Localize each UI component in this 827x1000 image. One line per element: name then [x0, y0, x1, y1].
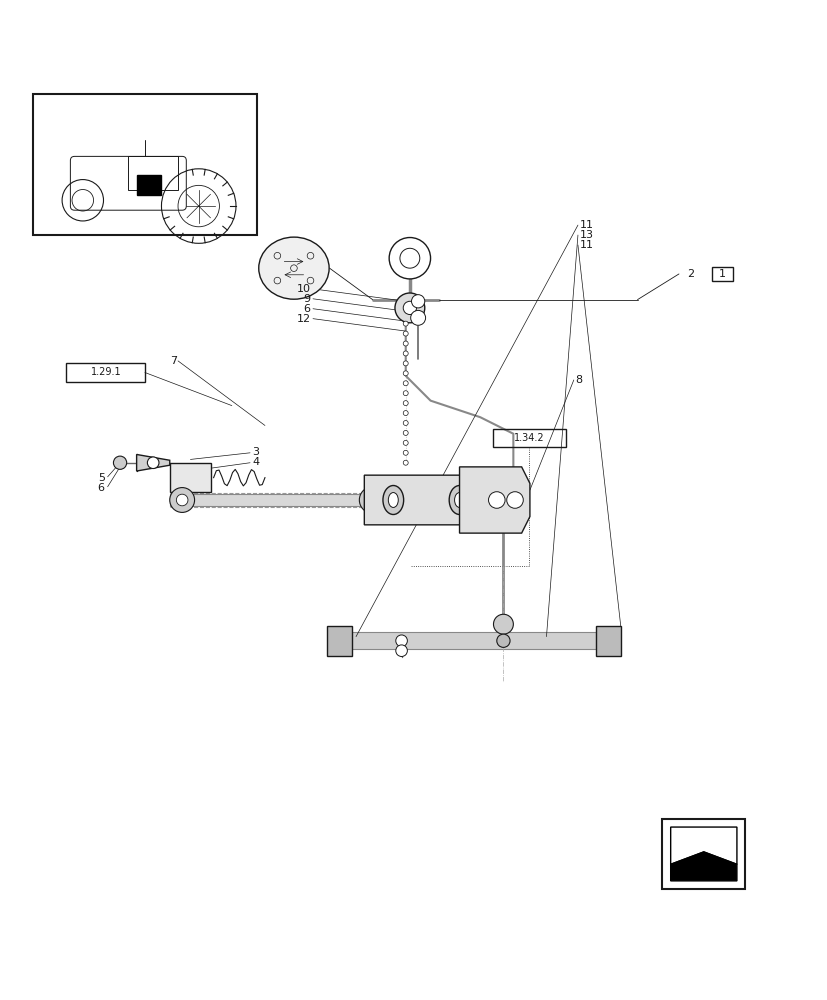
Ellipse shape — [258, 237, 328, 299]
Circle shape — [403, 351, 408, 356]
Text: 3: 3 — [252, 447, 259, 457]
Bar — [711, 267, 732, 281]
Bar — [327, 626, 351, 656]
Text: 1: 1 — [718, 269, 725, 279]
Bar — [595, 626, 620, 656]
Text: 5: 5 — [98, 473, 104, 483]
Circle shape — [395, 635, 407, 647]
Polygon shape — [670, 852, 736, 881]
Circle shape — [403, 381, 408, 386]
Circle shape — [403, 421, 408, 425]
Circle shape — [403, 411, 408, 416]
Ellipse shape — [382, 486, 404, 514]
Ellipse shape — [454, 493, 464, 507]
Text: 2: 2 — [686, 269, 694, 279]
Circle shape — [403, 331, 408, 336]
Circle shape — [403, 401, 408, 406]
Circle shape — [506, 492, 523, 508]
Polygon shape — [170, 463, 211, 492]
Circle shape — [403, 430, 408, 435]
Circle shape — [403, 371, 408, 376]
Text: 9: 9 — [303, 294, 310, 304]
Circle shape — [403, 361, 408, 366]
Text: 10: 10 — [296, 284, 310, 294]
Circle shape — [170, 488, 194, 512]
Circle shape — [394, 293, 424, 323]
Polygon shape — [459, 467, 529, 533]
Ellipse shape — [448, 486, 470, 514]
Text: 6: 6 — [304, 304, 310, 314]
Circle shape — [403, 440, 408, 445]
Circle shape — [410, 310, 425, 325]
Circle shape — [496, 634, 509, 647]
Text: 7: 7 — [170, 356, 177, 366]
Text: 8: 8 — [575, 375, 582, 385]
Polygon shape — [670, 827, 736, 864]
Circle shape — [176, 494, 188, 506]
Bar — [66, 363, 145, 382]
Circle shape — [403, 460, 408, 465]
Circle shape — [147, 457, 159, 469]
Circle shape — [395, 645, 407, 656]
Ellipse shape — [388, 493, 398, 507]
Bar — [662, 819, 744, 889]
Text: 1.29.1: 1.29.1 — [91, 367, 121, 377]
Circle shape — [359, 487, 385, 513]
Circle shape — [403, 391, 408, 396]
Text: 11: 11 — [579, 240, 593, 250]
Circle shape — [403, 321, 408, 326]
Bar — [33, 94, 256, 235]
Circle shape — [403, 341, 408, 346]
Bar — [347, 632, 595, 649]
Text: 11: 11 — [579, 220, 593, 230]
Circle shape — [403, 450, 408, 455]
FancyBboxPatch shape — [70, 156, 186, 210]
Text: 1.34.2: 1.34.2 — [514, 433, 543, 443]
Text: 6: 6 — [98, 483, 104, 493]
Circle shape — [389, 238, 430, 279]
Circle shape — [399, 248, 419, 268]
Bar — [492, 429, 565, 447]
Bar — [170, 494, 380, 506]
Circle shape — [403, 301, 416, 315]
Circle shape — [411, 295, 424, 308]
Bar — [128, 156, 178, 190]
Polygon shape — [364, 475, 480, 525]
Text: 4: 4 — [252, 457, 260, 467]
Circle shape — [113, 456, 127, 469]
Circle shape — [493, 614, 513, 634]
Polygon shape — [136, 454, 170, 471]
Text: 12: 12 — [296, 314, 310, 324]
Text: 13: 13 — [579, 230, 593, 240]
Bar — [136, 175, 161, 195]
Circle shape — [488, 492, 504, 508]
